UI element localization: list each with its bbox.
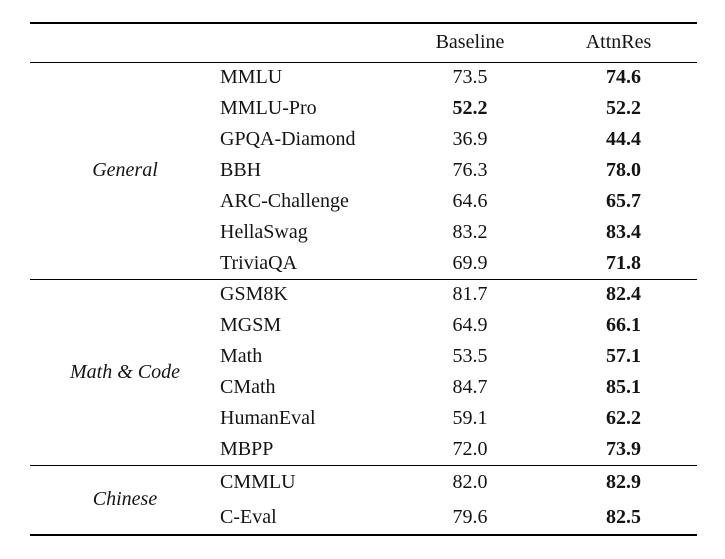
group-label-math-code: Math & Code: [70, 360, 180, 383]
benchmark-name: GPQA-Diamond: [220, 128, 356, 150]
table-row: BBH 76.3 78.0: [30, 155, 697, 186]
table-row: TriviaQA 69.9 71.8: [30, 248, 697, 279]
benchmark-name: MBPP: [220, 437, 274, 460]
baseline-value: 84.7: [452, 376, 488, 398]
column-header-attnres: AttnRes: [585, 31, 652, 54]
baseline-value: 73.5: [452, 66, 488, 89]
attnres-value: 74.6: [606, 66, 641, 89]
table-row: Math & Code GSM8K 81.7 82.4: [30, 279, 697, 382]
attnres-value: 71.8: [606, 251, 641, 274]
baseline-value: 82.0: [452, 471, 488, 494]
group-math-code: Math & Code GSM8K 81.7 82.4 MGSM 64.9 66…: [30, 279, 697, 465]
table-header: Baseline AttnRes: [30, 23, 697, 62]
group-label-general: General: [92, 159, 158, 181]
header-spacer-benchmark: [220, 23, 400, 62]
header-spacer-group: [30, 23, 220, 62]
baseline-value: 64.9: [452, 314, 488, 336]
benchmark-results-figure: Baseline AttnRes General MMLU 73.5 74.6 …: [30, 22, 697, 536]
benchmark-name: TriviaQA: [220, 251, 298, 274]
attnres-value: 82.5: [606, 505, 641, 528]
group-general: General MMLU 73.5 74.6 MMLU-Pro 52.2 52.…: [30, 62, 697, 279]
benchmark-name: BBH: [220, 159, 262, 181]
baseline-value: 79.6: [452, 505, 488, 528]
benchmark-name: GSM8K: [220, 283, 288, 306]
benchmark-name: ARC-Challenge: [220, 190, 349, 212]
baseline-value: 36.9: [452, 128, 488, 150]
baseline-value: 76.3: [452, 159, 488, 181]
baseline-value: 64.6: [452, 190, 488, 212]
benchmark-name: CMath: [220, 376, 276, 398]
table-row: HumanEval 59.1 62.2: [30, 403, 697, 434]
attnres-value: 73.9: [606, 437, 641, 460]
attnres-value: 57.1: [606, 345, 641, 367]
attnres-value: 82.4: [606, 283, 641, 306]
attnres-value: 82.9: [606, 471, 641, 494]
baseline-value: 81.7: [452, 283, 488, 306]
table-row: MGSM 64.9 66.1: [30, 310, 697, 341]
benchmark-name: MMLU-Pro: [220, 97, 317, 119]
table-row: MBPP 72.0 73.9: [30, 434, 697, 465]
table-row: C-Eval 79.6 82.5: [30, 500, 697, 535]
baseline-value: 83.2: [452, 221, 488, 243]
benchmark-name: Math: [220, 345, 263, 367]
baseline-value: 59.1: [452, 407, 488, 429]
column-header-baseline: Baseline: [435, 31, 505, 54]
benchmark-name: CMMLU: [220, 471, 296, 494]
table-row: CMath 84.7 85.1: [30, 372, 697, 403]
table-row: ARC-Challenge 64.6 65.7: [30, 186, 697, 217]
baseline-value: 52.2: [452, 97, 488, 119]
attnres-value: 62.2: [606, 407, 641, 429]
attnres-value: 44.4: [606, 128, 641, 150]
table-header-row: Baseline AttnRes: [30, 23, 697, 62]
attnres-value: 66.1: [606, 314, 641, 336]
attnres-value: 65.7: [606, 190, 641, 212]
benchmark-name: C-Eval: [220, 505, 277, 528]
group-chinese: Chinese CMMLU 82.0 82.9 C-Eval 79.6 82.5: [30, 465, 697, 535]
table-row: HellaSwag 83.2 83.4: [30, 217, 697, 248]
benchmark-name: HellaSwag: [220, 221, 308, 243]
baseline-value: 53.5: [452, 345, 488, 367]
table-row: Chinese CMMLU 82.0 82.9: [30, 465, 697, 510]
table-row: General MMLU 73.5 74.6: [30, 62, 697, 181]
attnres-value: 78.0: [606, 159, 641, 181]
attnres-value: 83.4: [606, 221, 641, 243]
baseline-value: 69.9: [452, 251, 488, 274]
benchmark-results-table: Baseline AttnRes General MMLU 73.5 74.6 …: [30, 22, 697, 536]
table-row: GPQA-Diamond 36.9 44.4: [30, 124, 697, 155]
group-label-chinese: Chinese: [92, 488, 158, 511]
benchmark-name: MMLU: [220, 66, 283, 89]
table-row: MMLU-Pro 52.2 52.2: [30, 93, 697, 124]
table-row: Math 53.5 57.1: [30, 341, 697, 372]
benchmark-name: MGSM: [220, 314, 282, 336]
baseline-value: 72.0: [452, 437, 488, 460]
benchmark-name: HumanEval: [220, 407, 316, 429]
attnres-value: 52.2: [606, 97, 641, 119]
attnres-value: 85.1: [606, 376, 641, 398]
